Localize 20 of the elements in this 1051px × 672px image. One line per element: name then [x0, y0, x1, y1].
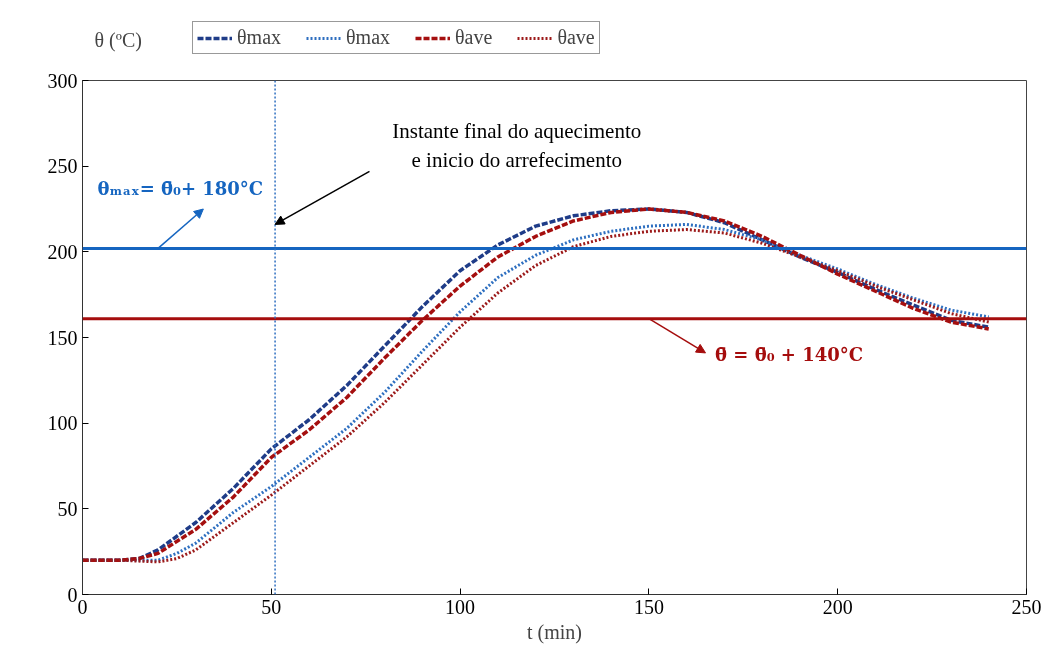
- x-axis-title: t (min): [527, 620, 582, 644]
- legend-label: θmax: [346, 26, 391, 49]
- y-axis-title: θ (ºC): [94, 28, 142, 52]
- y-tick-label: 250: [47, 155, 78, 178]
- legend-label: θmax: [237, 26, 282, 49]
- y-tick-label: 200: [47, 240, 78, 263]
- x-tick-label: 50: [261, 595, 282, 618]
- ref-line-label: θₘₐₓ= θ̄₀+ 180°C: [97, 177, 264, 199]
- y-tick-label: 150: [47, 326, 78, 349]
- ref-line-label: Instante final do aquecimento e inicio do arrefecimento: [392, 119, 642, 173]
- y-tick-label: 50: [57, 497, 78, 520]
- x-tick-label: 100: [445, 595, 476, 618]
- y-tick-label: 100: [47, 412, 78, 435]
- y-tick-label: 300: [47, 69, 78, 92]
- x-tick-label: 150: [633, 595, 664, 618]
- legend-label: θave: [455, 26, 493, 49]
- x-tick-label: 250: [1011, 595, 1042, 618]
- x-tick-label: 200: [822, 595, 853, 618]
- legend-label: θave: [557, 26, 595, 49]
- legend-label: θ̄ = θ̄₀ + 140°C: [715, 343, 864, 365]
